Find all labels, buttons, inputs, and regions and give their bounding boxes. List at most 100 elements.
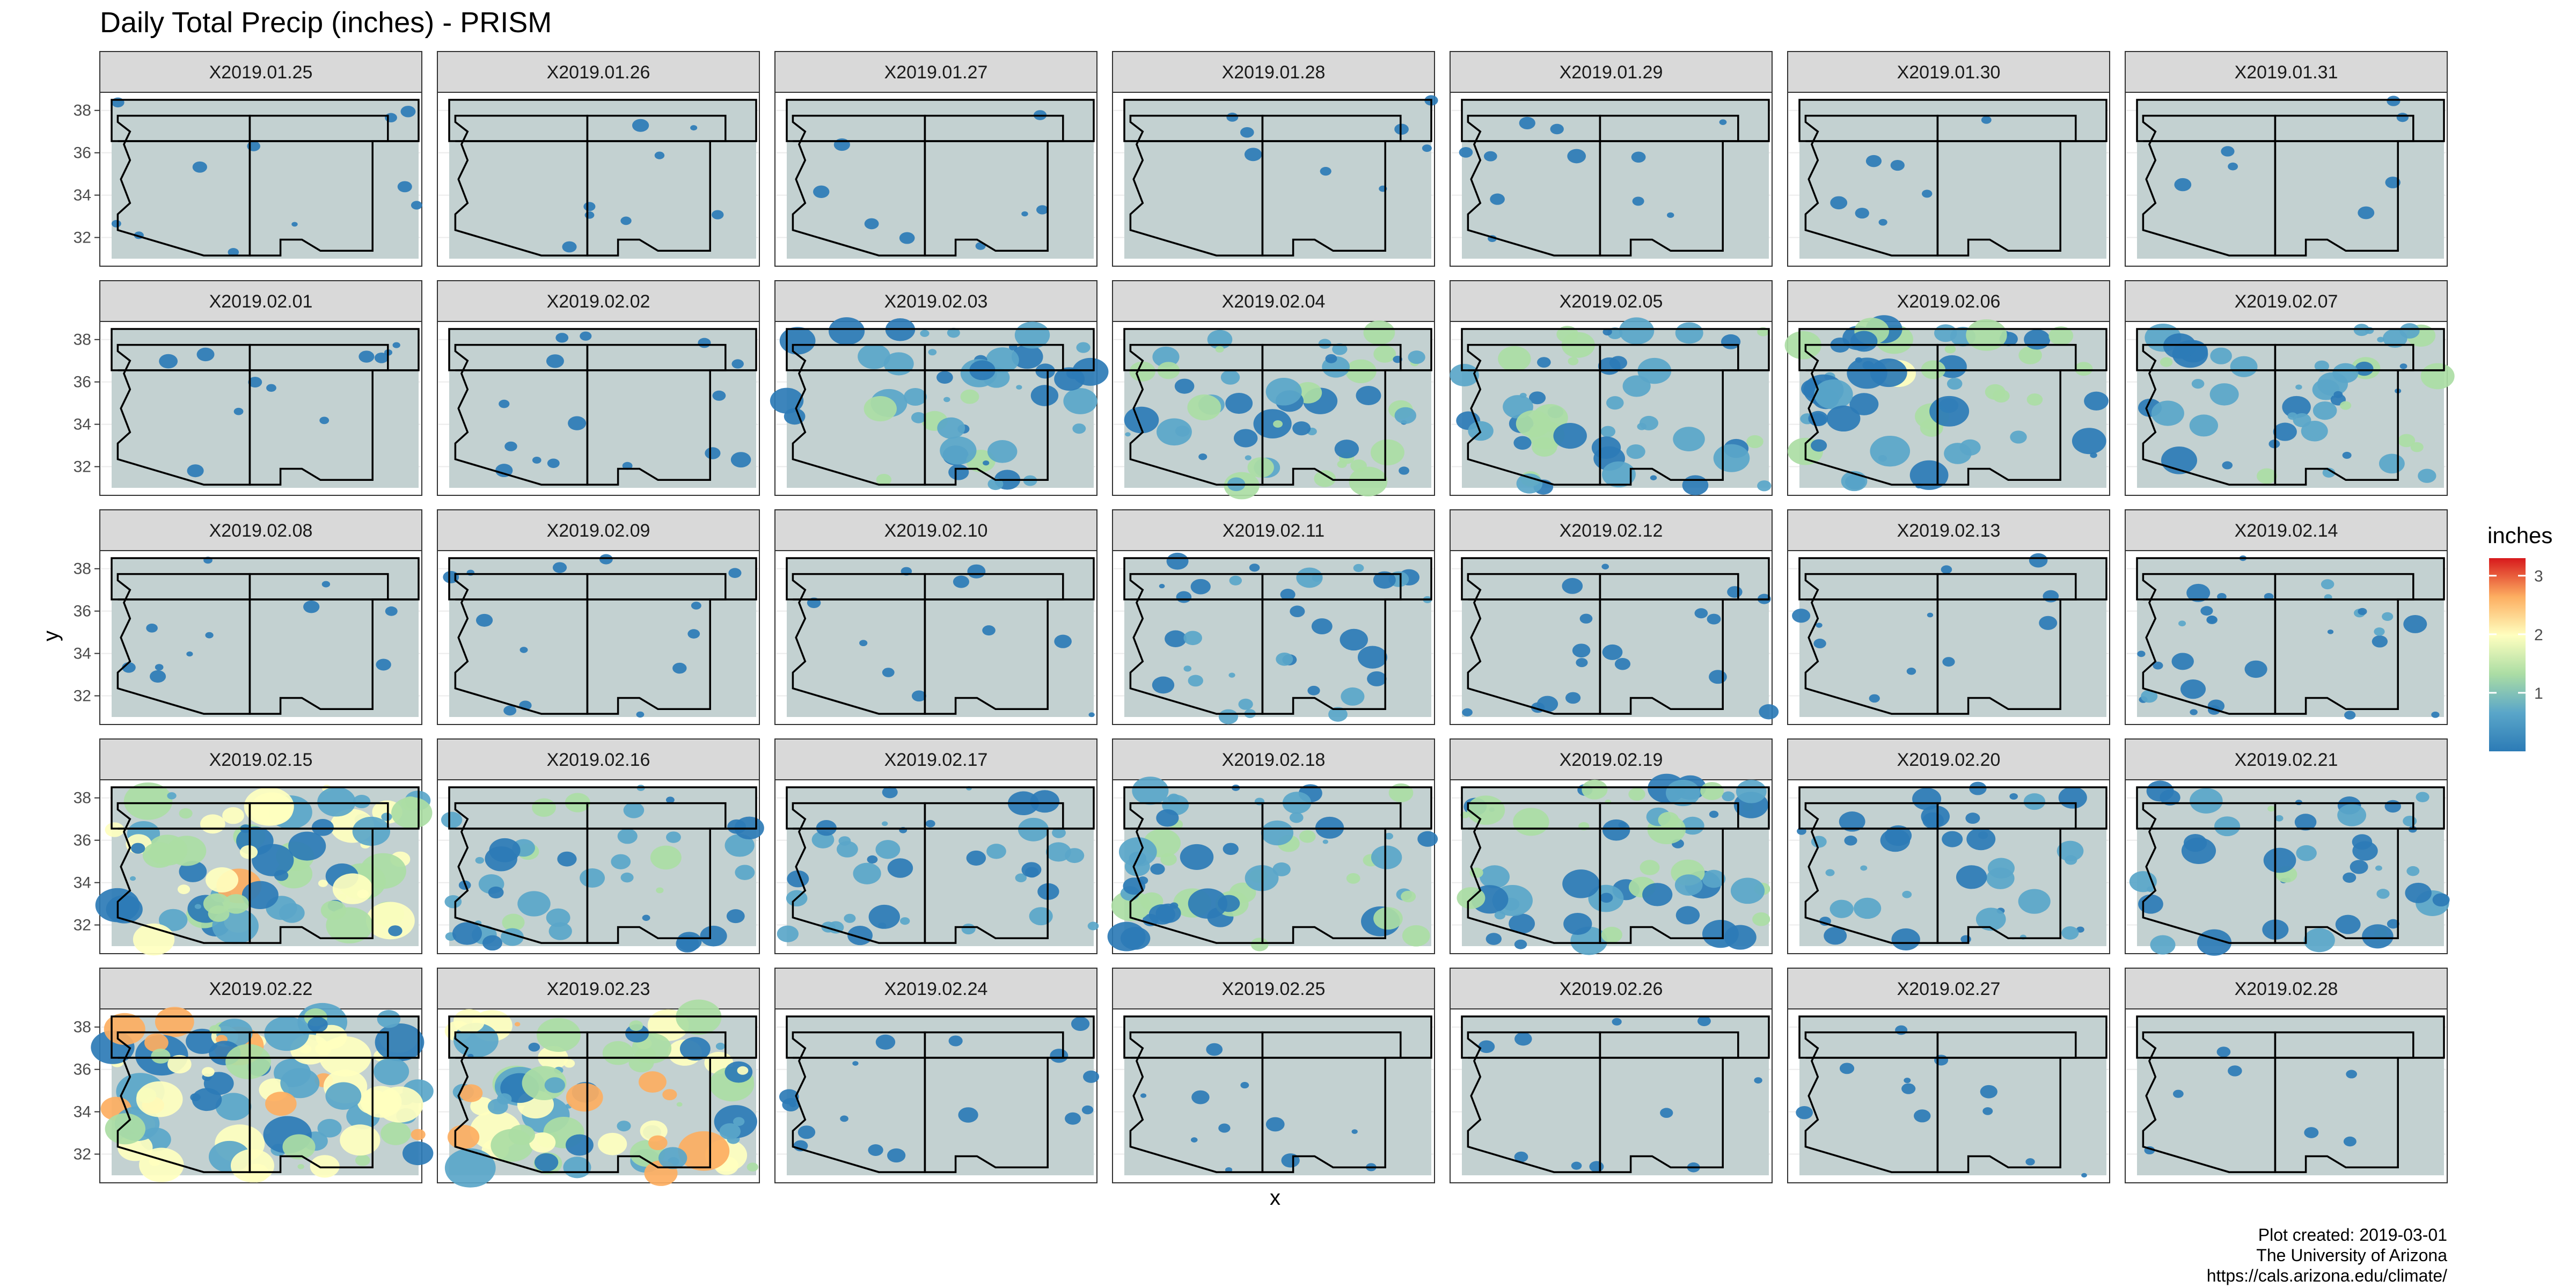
precip-cell: [628, 1053, 654, 1073]
precip-cell: [411, 1129, 426, 1140]
precip-cell: [519, 647, 528, 653]
precip-cell: [206, 867, 239, 893]
facet-strip-label: X2019.02.07: [2235, 291, 2338, 312]
precip-cell: [1516, 410, 1551, 437]
facet-panel: X2019.01.31: [2125, 51, 2448, 267]
precip-cell: [2335, 914, 2361, 934]
precip-cell: [546, 354, 564, 368]
precip-cell: [666, 831, 681, 843]
precip-cell: [2191, 379, 2205, 389]
precip-cell: [1675, 322, 1703, 344]
facet-panel: X2019.02.24: [774, 968, 1100, 1183]
precip-cell: [1640, 860, 1660, 875]
y-tick-label: 36: [74, 374, 91, 391]
precip-cell: [266, 384, 276, 392]
land-raster: [1462, 100, 1769, 259]
precip-cell: [611, 854, 631, 869]
facet-strip-label: X2019.02.26: [1560, 979, 1663, 999]
facet-strip: [99, 968, 422, 1009]
facet-strip: [1450, 968, 1773, 1009]
precip-cell: [1253, 409, 1292, 438]
precip-cell: [1600, 892, 1613, 903]
precip-cell: [1694, 608, 1708, 619]
precip-cell: [1614, 658, 1631, 670]
precip-cell: [104, 1013, 145, 1045]
precip-cell: [1709, 810, 1719, 818]
precip-cell: [665, 796, 675, 803]
precip-cell: [2337, 804, 2367, 826]
facet-strip: [99, 280, 422, 322]
precip-cell: [223, 894, 249, 914]
precip-cell: [1602, 644, 1623, 660]
precip-cell: [2141, 690, 2158, 703]
precip-cell: [1030, 385, 1059, 406]
precip-cell: [444, 1148, 496, 1188]
new-mexico-boundary: [2274, 1031, 2414, 1173]
precip-cell: [105, 1113, 145, 1145]
precip-cell: [244, 787, 294, 826]
precip-cell: [1825, 869, 1835, 876]
new-mexico-boundary: [1599, 573, 1739, 715]
precip-cell: [2418, 469, 2436, 483]
new-mexico-boundary: [248, 114, 389, 257]
precip-cells: [1107, 777, 1438, 952]
precip-cell: [155, 664, 164, 671]
facet-strip: [437, 51, 760, 93]
precip-cell: [2222, 461, 2233, 470]
precip-cell: [1065, 848, 1085, 863]
precip-cell: [1702, 869, 1726, 888]
precip-cell: [2190, 788, 2223, 814]
precip-cell: [1467, 795, 1505, 825]
precip-cell: [1088, 712, 1095, 718]
precip-cell: [186, 1028, 219, 1054]
precip-cell: [318, 880, 328, 887]
precip-cell: [332, 873, 373, 904]
facet-strip: [2125, 509, 2448, 551]
precip-cell: [2190, 709, 2198, 715]
facet-panel: X2019.02.19: [1450, 738, 1773, 955]
facet-strip: [1787, 280, 2110, 322]
precip-cell: [1965, 813, 1980, 824]
precip-cell: [1609, 356, 1627, 370]
facet-strip-label: X2019.02.06: [1897, 291, 2001, 312]
new-mexico-boundary: [1599, 1031, 1739, 1173]
precip-cell: [179, 808, 193, 819]
precip-cell: [1157, 418, 1192, 446]
precip-cell: [1320, 167, 1331, 176]
precip-cell: [1550, 123, 1564, 135]
precip-cell: [958, 1107, 978, 1123]
precip-cell: [1816, 623, 1823, 628]
precip-cell: [1250, 938, 1269, 952]
precip-cells: [444, 999, 759, 1188]
new-mexico-boundary: [1261, 573, 1402, 715]
precip-cell: [317, 787, 356, 817]
domain-box: [1123, 1015, 1432, 1059]
precip-cell: [2387, 96, 2401, 106]
domain-box: [1461, 1015, 1770, 1059]
precip-cell: [1891, 928, 1920, 950]
precip-cell: [887, 1148, 906, 1163]
precip-cells: [1140, 1043, 1377, 1173]
facet-strip: [774, 738, 1097, 780]
precip-cell: [1602, 328, 1612, 336]
precip-cell: [1083, 1070, 1100, 1083]
y-tick-label: 38: [74, 331, 91, 349]
precip-cell: [2340, 401, 2352, 410]
precip-cell: [1567, 149, 1586, 164]
precip-cell: [2217, 593, 2227, 601]
facet-panel: X2019.01.27: [774, 51, 1097, 267]
precip-cell: [1029, 907, 1053, 926]
precip-cell: [291, 222, 298, 227]
precip-cell: [1296, 567, 1323, 588]
precip-cell: [310, 1155, 340, 1178]
precip-cell: [782, 1098, 800, 1111]
precip-cell: [532, 798, 556, 817]
precip-cell: [2160, 789, 2180, 806]
y-axis-label: y: [39, 631, 63, 641]
precip-cell: [1562, 869, 1600, 898]
facet-panel: X2019.02.28: [2125, 968, 2448, 1183]
precip-cell: [1265, 378, 1302, 406]
facet-strip-label: X2019.01.27: [884, 62, 988, 83]
precip-cell: [228, 248, 239, 257]
precip-cell: [1572, 643, 1591, 658]
